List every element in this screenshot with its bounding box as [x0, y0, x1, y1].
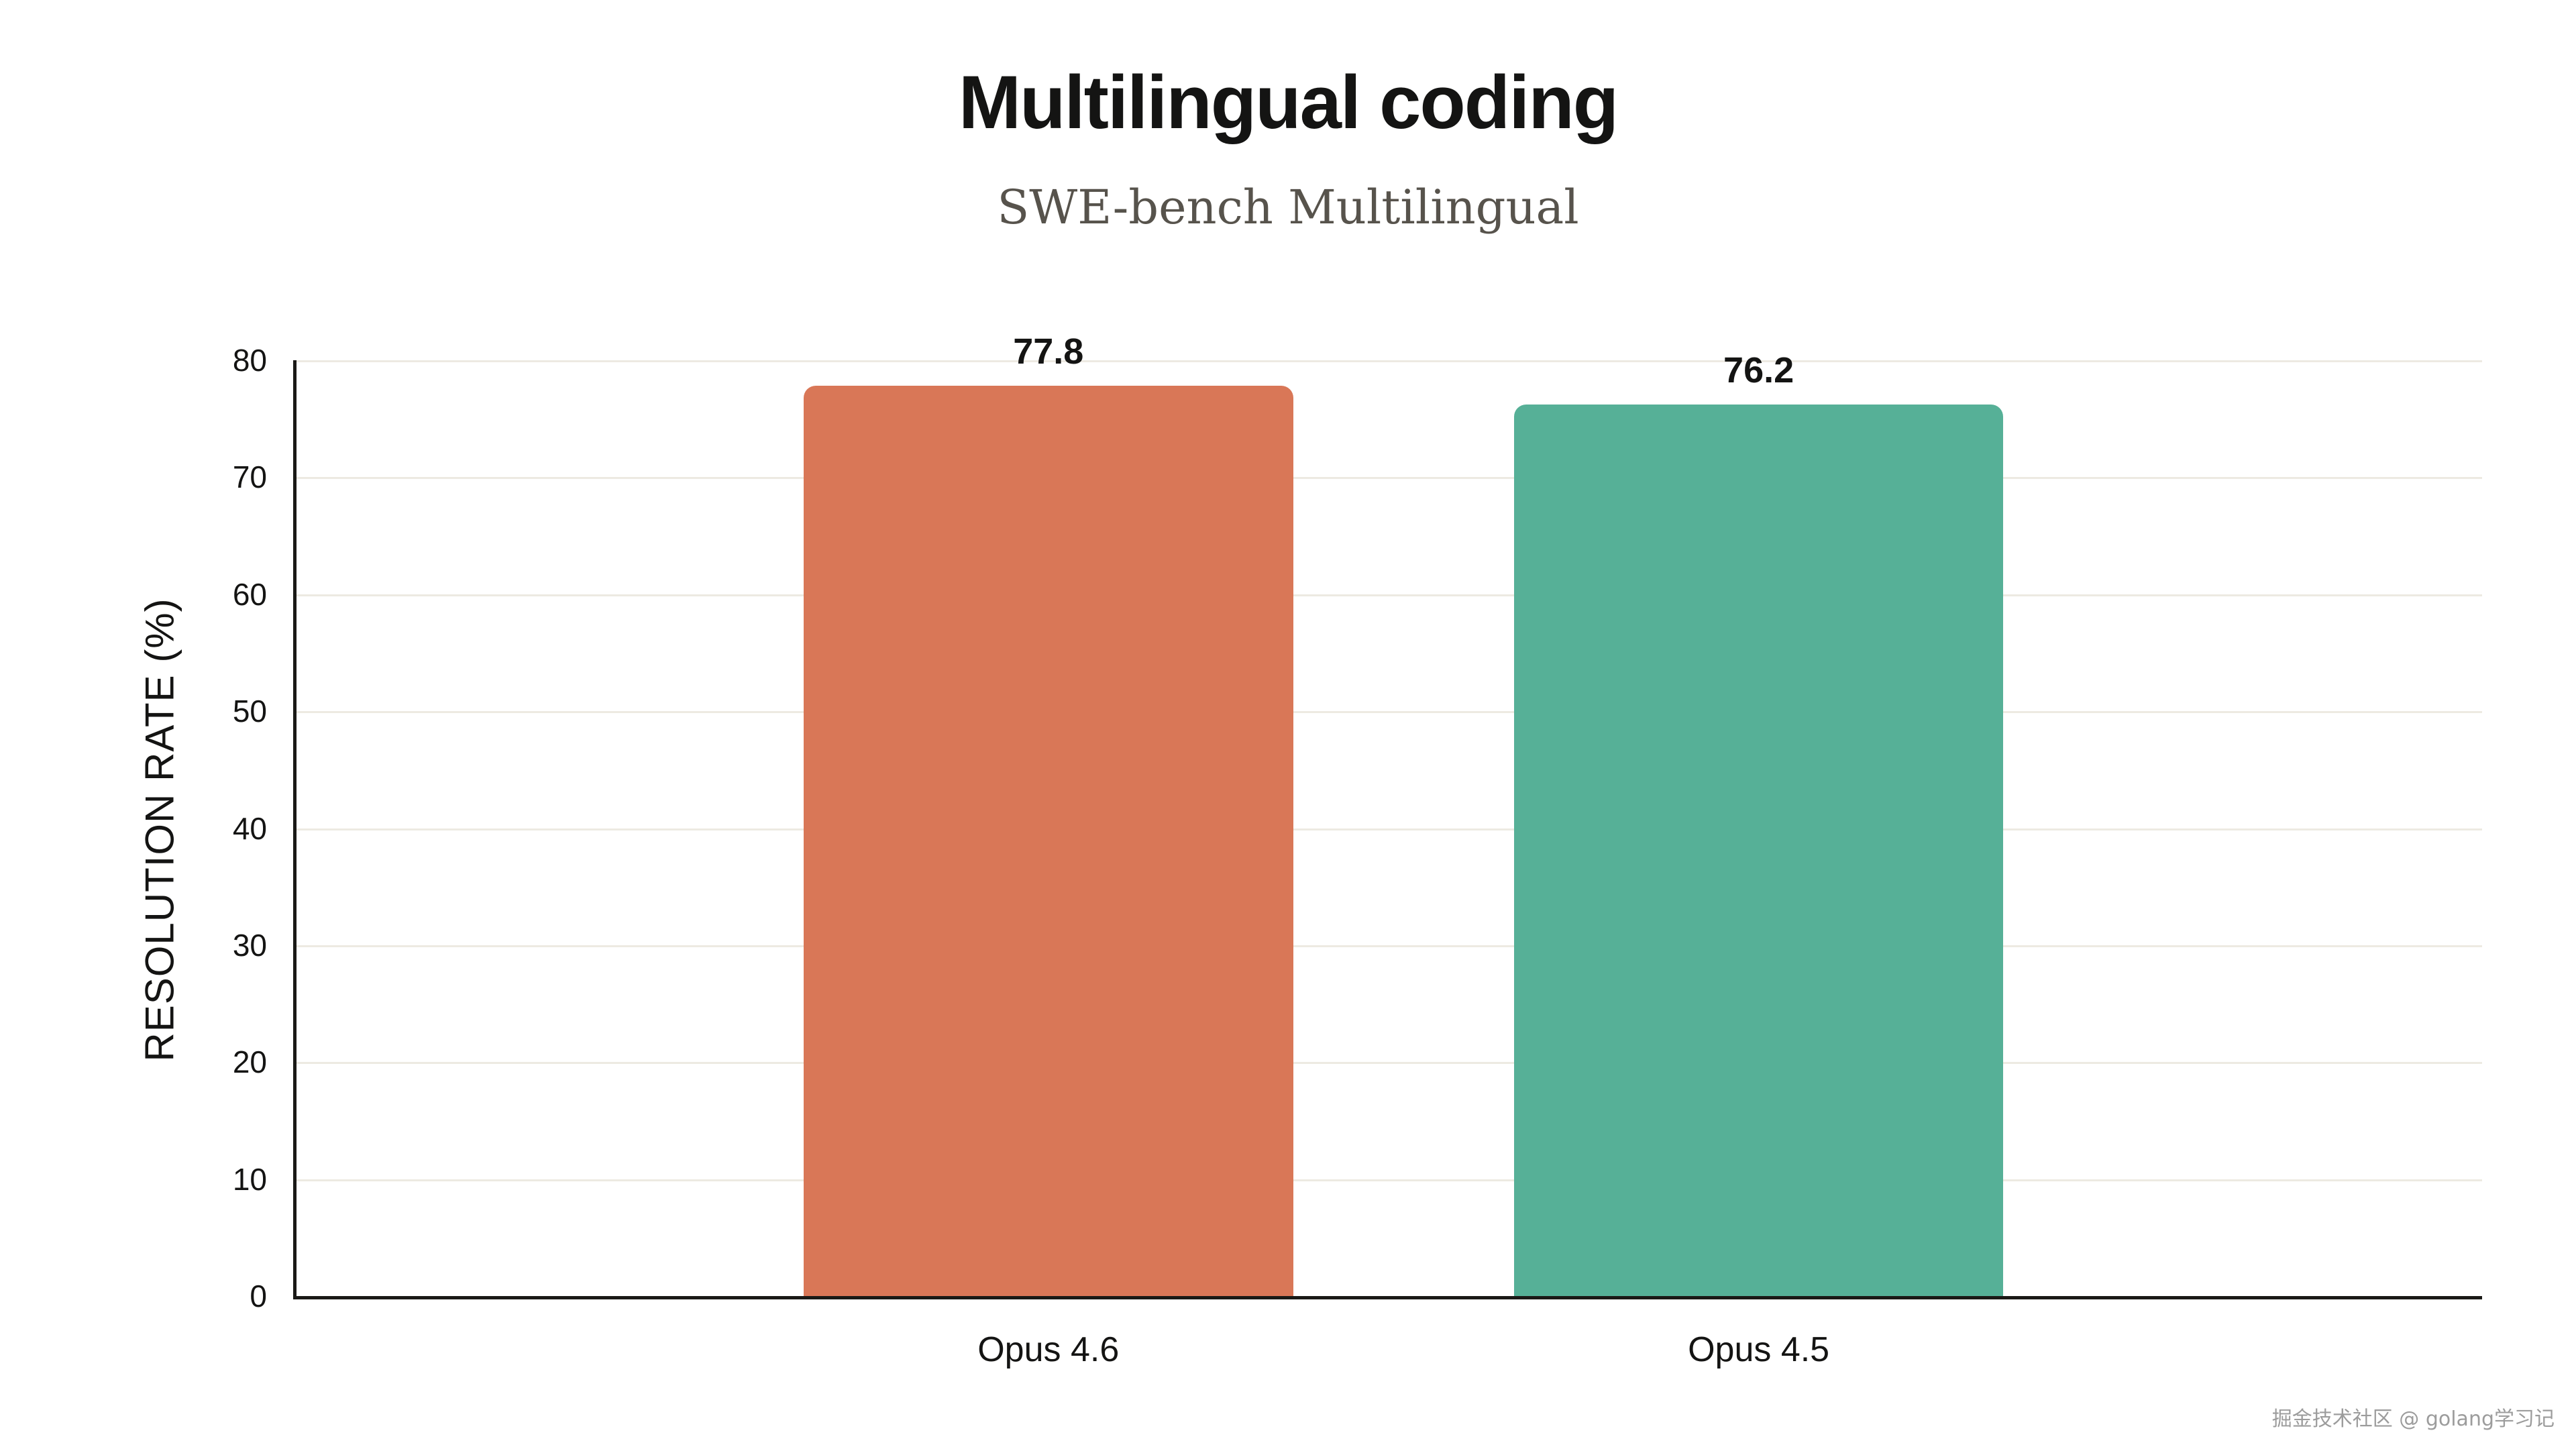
y-tick-label: 10: [232, 1161, 267, 1197]
gridline: [297, 1062, 2482, 1065]
gridline: [297, 360, 2482, 362]
bar-opus-4-5: [1513, 405, 2004, 1296]
y-tick-label: 0: [250, 1279, 267, 1313]
y-tick-label: 40: [232, 810, 267, 846]
chart-title: Multilingual coding: [958, 60, 1619, 144]
x-axis-label-opus-4-5: Opus 4.5: [1688, 1330, 1830, 1369]
watermark: 掘金技术社区 @ golang学习记: [2271, 1407, 2555, 1431]
y-axis-ticks: 0 10 20 30 40 50 60 70 80: [0, 343, 267, 1313]
bar-value-label-opus-4-6: 77.8: [1013, 331, 1084, 372]
bar-opus-4-6: [803, 386, 1293, 1296]
y-tick-label: 50: [232, 694, 267, 729]
bar-value-label-opus-4-5: 76.2: [1723, 350, 1794, 391]
gridline: [297, 945, 2482, 947]
y-tick-label: 30: [232, 927, 267, 963]
gridline: [297, 828, 2482, 830]
y-tick-label: 60: [232, 576, 267, 612]
gridline: [297, 477, 2482, 480]
x-axis-label-opus-4-6: Opus 4.6: [977, 1330, 1120, 1369]
y-tick-label: 70: [232, 460, 267, 495]
y-tick-label: 20: [232, 1044, 267, 1080]
y-tick-label: 80: [232, 343, 267, 378]
gridline: [297, 594, 2482, 596]
plot-area: 77.8 Opus 4.6 76.2 Opus 4.5: [293, 331, 2482, 1369]
gridline: [297, 711, 2482, 714]
chart-subtitle: SWE-bench Multilingual: [997, 180, 1579, 235]
gridline: [297, 1179, 2482, 1181]
